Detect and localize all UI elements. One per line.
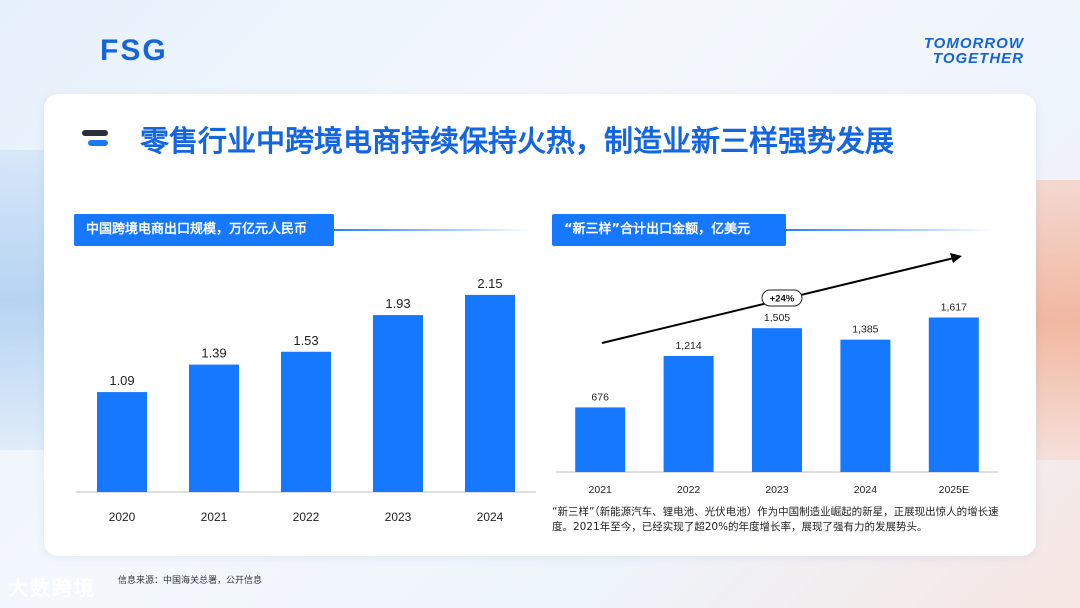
brand-slogan-line2: TOGETHER bbox=[932, 50, 1024, 67]
growth-badge-label: +24% bbox=[770, 294, 795, 305]
right-chart-heading: “新三样”合计出口金额，亿美元 bbox=[552, 214, 786, 246]
data-label-2021: 676 bbox=[591, 391, 609, 403]
fsg-logo: FSG bbox=[100, 34, 168, 67]
watermark: 大数跨境 bbox=[8, 576, 96, 600]
tick-label-2021: 2021 bbox=[589, 484, 613, 496]
trend-arrow-head bbox=[950, 253, 962, 263]
data-label-2021: 1.39 bbox=[201, 346, 226, 361]
page-title: 零售行业中跨境电商持续保持火热，制造业新三样强势发展 bbox=[140, 124, 895, 158]
chart-note: “新三样”（新能源汽车、锂电池、光伏电池）作为中国制造业崛起的新星，正展现出惊人… bbox=[552, 506, 999, 533]
data-label-2022: 1,214 bbox=[675, 340, 701, 352]
bar-2020 bbox=[97, 392, 147, 492]
tick-label-2025E: 2025E bbox=[939, 484, 969, 496]
data-label-2020: 1.09 bbox=[109, 373, 134, 388]
right-heading-divider bbox=[774, 229, 994, 231]
tick-label-2024: 2024 bbox=[477, 510, 504, 524]
bar-2023 bbox=[752, 328, 802, 472]
bar-2024 bbox=[840, 339, 891, 472]
tick-label-2022: 2022 bbox=[293, 510, 320, 524]
data-label-2024: 1,385 bbox=[852, 324, 878, 336]
tick-label-2021: 2021 bbox=[201, 510, 228, 524]
tick-label-2024: 2024 bbox=[854, 484, 878, 496]
tick-label-2020: 2020 bbox=[109, 510, 136, 524]
tick-label-2022: 2022 bbox=[677, 484, 701, 496]
brand-slogan-line1: TOMORROW bbox=[923, 35, 1024, 52]
growth-badge bbox=[761, 289, 803, 307]
data-label-2024: 2.15 bbox=[477, 276, 502, 291]
left-heading-divider bbox=[322, 229, 532, 231]
bar-2024 bbox=[465, 294, 515, 492]
title-bullet-icon bbox=[82, 128, 110, 150]
source-note: 信息来源：中国海关总署，公开信息 bbox=[118, 576, 263, 586]
right-bar-chart: 676 2021 1,214 2022 1,505 2023 1,385 2024 1,617 2… bbox=[556, 253, 998, 496]
bar-2023 bbox=[373, 315, 423, 492]
data-label-2023: 1,505 bbox=[764, 312, 790, 324]
bar-2021 bbox=[575, 407, 626, 472]
data-label-2025E: 1,617 bbox=[941, 301, 967, 313]
data-label-2023: 1.93 bbox=[385, 296, 410, 311]
bar-2022 bbox=[281, 351, 331, 492]
bar-2022 bbox=[663, 355, 714, 472]
brand-slogan: TOMORROW TOGETHER bbox=[924, 36, 1024, 66]
background-decoration-right bbox=[1030, 180, 1080, 460]
left-chart-heading: 中国跨境电商出口规模，万亿元人民币 bbox=[74, 214, 334, 246]
bar-2025E bbox=[928, 317, 979, 472]
data-label-2022: 1.53 bbox=[293, 333, 318, 348]
left-bar-chart: 1.09 2020 1.39 2021 1.53 2022 1.93 2023 2.15 2024 bbox=[76, 276, 536, 524]
bar-2021 bbox=[189, 364, 239, 492]
tick-label-2023: 2023 bbox=[385, 510, 412, 524]
tick-label-2023: 2023 bbox=[765, 484, 789, 496]
